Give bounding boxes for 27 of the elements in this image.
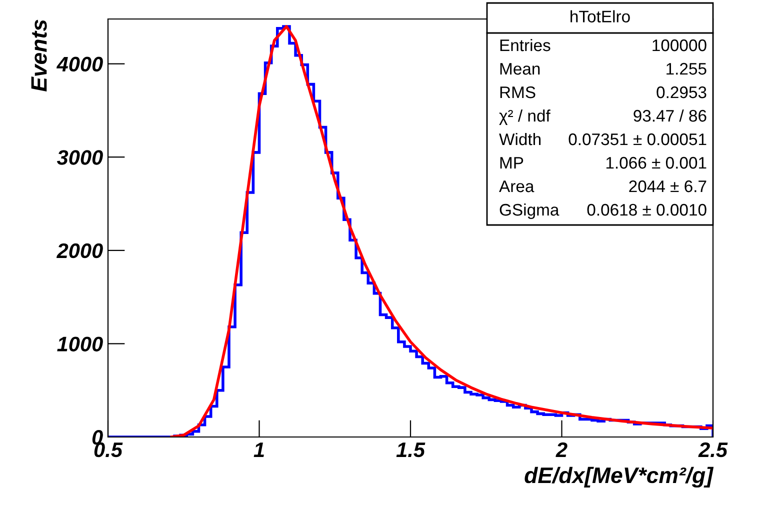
annotation: χ² / ndf	[499, 109, 550, 126]
annotation: 0.0618 ± 0.0010	[587, 204, 706, 216]
annotation: 1.066 ± 0.001	[606, 156, 706, 169]
annotation: hTotElro	[570, 10, 630, 22]
x-tick-label: 2.5	[698, 442, 728, 458]
annotation: 1.255	[666, 62, 706, 75]
annotation: 2044 ± 6.7	[629, 180, 706, 192]
annotation: Area	[499, 180, 534, 192]
y-tick-label: 2000	[56, 243, 103, 258]
annotation: RMS	[500, 86, 536, 98]
annotation: Mean	[500, 63, 540, 75]
annotation: 0.07351 ± 0.00051	[568, 133, 706, 146]
x-axis-title: dE/dx[MeV*cm²/g]	[524, 466, 714, 488]
annotation: 100000	[652, 39, 706, 52]
x-tick-label: 2	[556, 442, 568, 457]
y-tick-label: 1000	[57, 336, 103, 352]
annotation: Width	[499, 132, 541, 146]
x-tick-label: 1.5	[396, 442, 426, 458]
y-tick-label: 4000	[56, 56, 103, 72]
annotation: 0.2953	[656, 86, 706, 98]
annotation: Entries	[500, 38, 550, 52]
annotation: MP	[500, 157, 524, 169]
y-axis-title: Events	[31, 20, 47, 92]
annotation: GSigma	[500, 203, 560, 220]
x-tick-label: 1	[254, 442, 264, 457]
annotation: 93.47 / 86	[634, 109, 706, 122]
y-tick-label: 3000	[56, 150, 103, 165]
